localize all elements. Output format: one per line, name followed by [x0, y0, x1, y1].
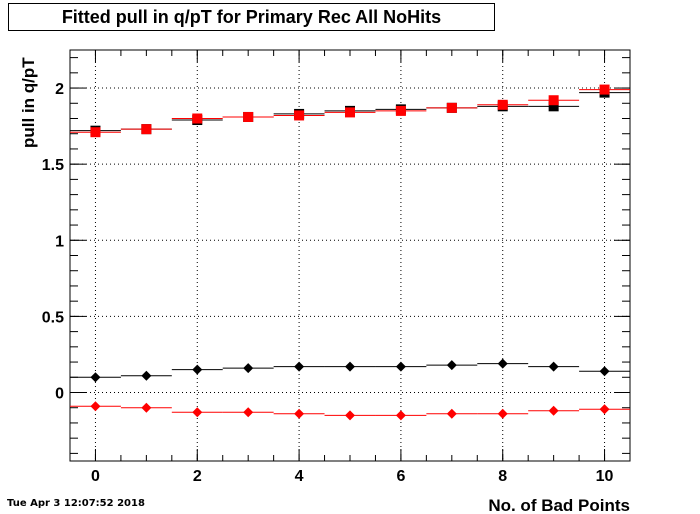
data-point-square	[446, 102, 457, 113]
data-point-diamond	[90, 401, 101, 412]
data-point-square	[90, 127, 101, 138]
x-tick-label: 6	[396, 468, 405, 485]
x-tick-label: 0	[91, 468, 100, 485]
data-point-diamond	[446, 360, 457, 371]
data-point-diamond	[294, 361, 305, 372]
data-point-diamond	[548, 405, 559, 416]
data-point-square	[294, 110, 305, 121]
y-tick-label: 2	[55, 81, 64, 98]
x-tick-label: 4	[295, 468, 304, 485]
series-3	[70, 401, 630, 421]
data-point-square	[599, 84, 610, 95]
data-point-square	[243, 111, 254, 122]
data-point-diamond	[192, 364, 203, 375]
x-tick-label: 10	[596, 468, 614, 485]
series-2	[70, 358, 630, 383]
data-point-diamond	[294, 408, 305, 419]
data-point-diamond	[446, 408, 457, 419]
data-point-diamond	[497, 358, 508, 369]
x-axis-label: No. of Bad Points	[488, 496, 630, 514]
data-point-square	[497, 99, 508, 110]
data-point-diamond	[599, 366, 610, 377]
y-tick-label: 1.5	[42, 157, 64, 174]
data-point-square	[395, 105, 406, 116]
data-point-diamond	[141, 370, 152, 381]
data-point-diamond	[90, 372, 101, 383]
data-point-diamond	[497, 408, 508, 419]
series-1	[70, 84, 630, 138]
data-point-diamond	[345, 361, 355, 372]
data-point-diamond	[243, 407, 254, 418]
chart-title-box: Fitted pull in q/pT for Primary Rec All …	[8, 3, 495, 31]
timestamp: Tue Apr 3 12:07:52 2018	[7, 498, 145, 509]
data-point-diamond	[395, 361, 406, 372]
data-point-diamond	[141, 402, 152, 413]
x-tick-label: 8	[498, 468, 507, 485]
y-tick-label: 0.5	[42, 309, 64, 326]
chart-title: Fitted pull in q/pT for Primary Rec All …	[61, 6, 442, 27]
data-point-diamond	[395, 410, 406, 421]
data-point-diamond	[192, 407, 203, 418]
data-point-diamond	[548, 361, 559, 372]
data-point-square	[192, 113, 203, 124]
data-point-square	[548, 101, 559, 112]
axes: 0 2 4 6 8 10 0 0.5 1 1.5 2	[42, 50, 631, 485]
data-point-diamond	[243, 363, 254, 374]
x-tick-label: 2	[193, 468, 202, 485]
series	[70, 84, 630, 421]
data-point-square	[141, 124, 152, 135]
data-point-diamond	[345, 410, 355, 421]
data-point-square	[548, 95, 559, 106]
y-tick-label: 1	[55, 233, 64, 250]
y-axis-label: pull in q/pT	[19, 57, 38, 148]
data-point-diamond	[599, 404, 610, 415]
y-tick-label: 0	[55, 386, 64, 403]
data-point-square	[345, 107, 355, 118]
